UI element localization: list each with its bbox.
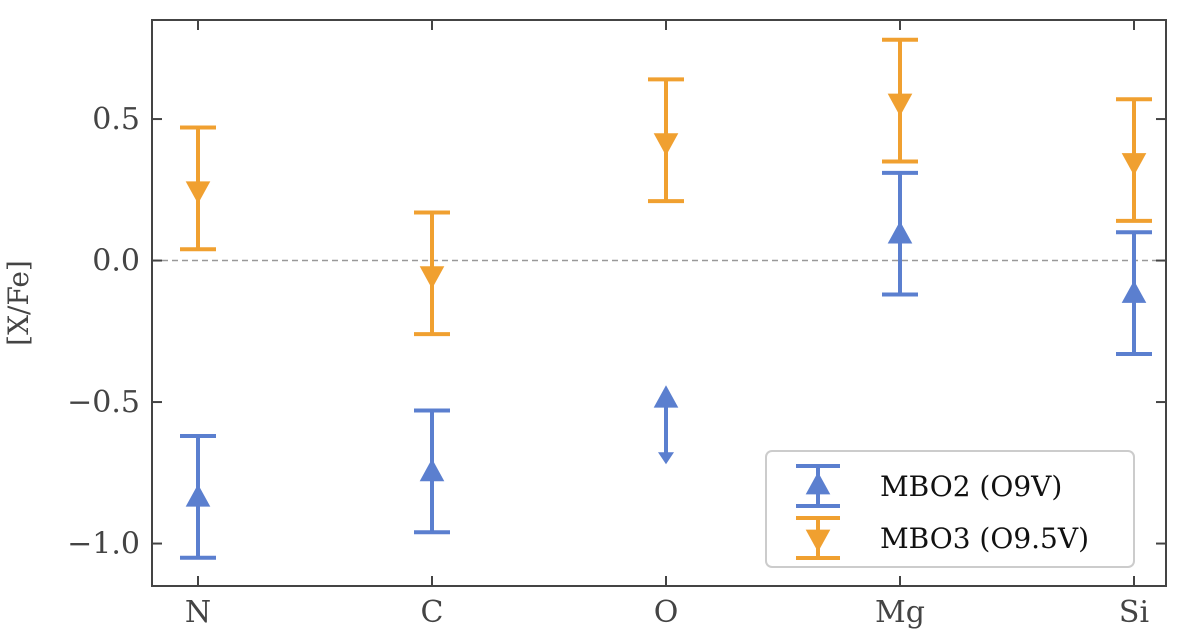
x-tick-label: Si (1119, 595, 1149, 630)
y-tick-label: −0.5 (67, 385, 140, 420)
triangle-down-marker (653, 133, 679, 156)
limit-arrow-head (658, 452, 674, 465)
x-tick-label: O (654, 595, 679, 630)
triangle-up-marker (419, 458, 445, 482)
plot-frame (151, 19, 1167, 587)
legend-label: MBO3 (O9.5V) (880, 522, 1089, 555)
triangle-up-marker (887, 221, 913, 244)
triangle-down-marker (1121, 153, 1147, 176)
x-tick-label: Mg (875, 595, 925, 630)
legend-label: MBO2 (O9V) (880, 470, 1062, 503)
y-tick-label: −1.0 (67, 527, 140, 562)
y-tick-label: 0.0 (92, 244, 140, 279)
triangle-down-marker (185, 181, 211, 204)
legend-triangle-down-marker (805, 529, 831, 552)
y-axis-label: [X/Fe] (2, 260, 35, 346)
x-tick-label: C (421, 595, 444, 630)
y-tick-label: 0.5 (92, 102, 140, 137)
triangle-down-marker (419, 266, 445, 289)
legend-box (765, 450, 1135, 568)
triangle-up-marker (653, 385, 679, 408)
legend-triangle-up-marker (805, 472, 831, 495)
x-tick-label: N (185, 595, 211, 630)
triangle-down-marker (887, 93, 913, 117)
triangle-up-marker (1121, 280, 1147, 303)
triangle-up-marker (185, 484, 211, 507)
